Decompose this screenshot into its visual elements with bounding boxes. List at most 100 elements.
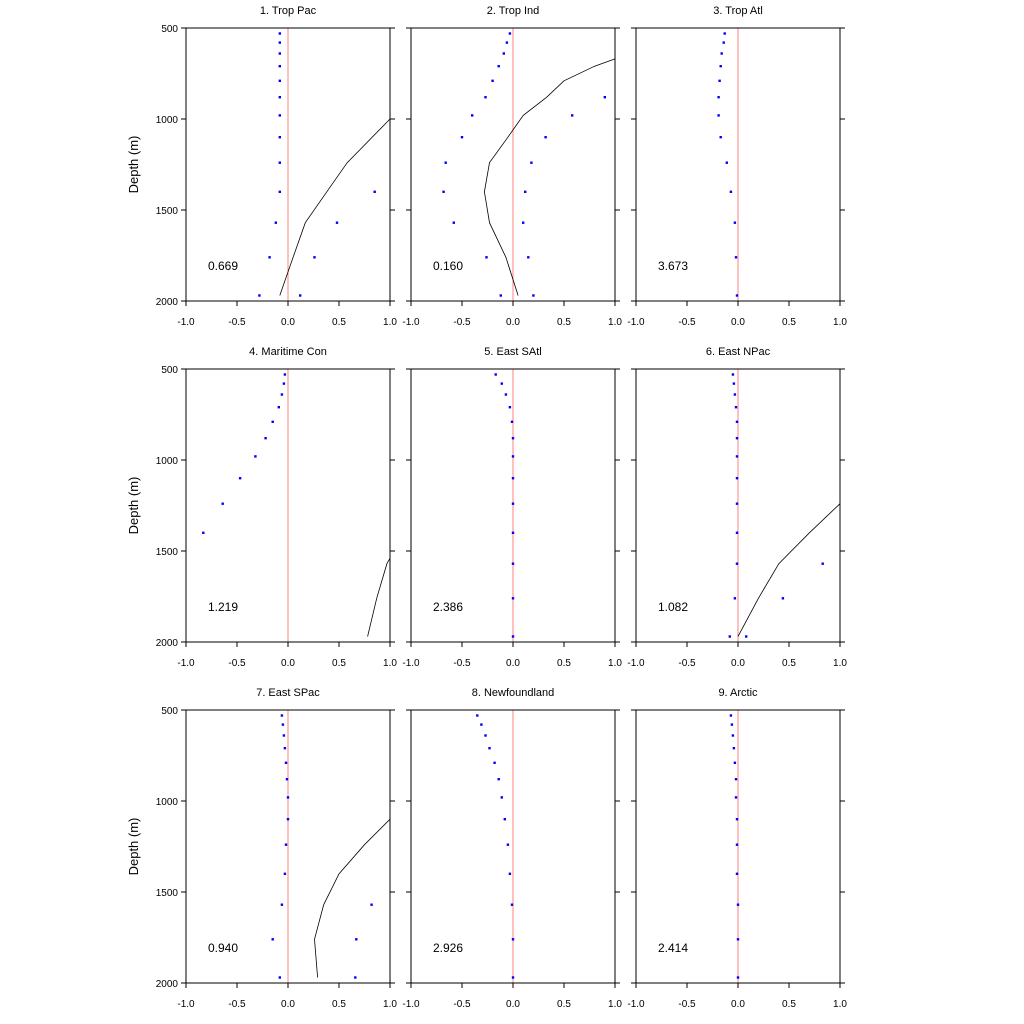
- y-axis-label: Depth (m): [126, 818, 141, 876]
- data-point: [354, 976, 357, 979]
- data-point: [781, 597, 785, 600]
- data-point: [733, 221, 737, 224]
- x-tick-label: 0.5: [332, 999, 346, 1010]
- x-tick-label: 0.5: [557, 658, 571, 669]
- data-point: [725, 161, 728, 164]
- data-point: [603, 96, 606, 99]
- x-tick-label: 0.5: [782, 658, 796, 669]
- panel-2: 2. Trop Ind -1.0 -0.5 0.0 0.5 1.0 0.160: [402, 5, 622, 328]
- data-point: [488, 747, 491, 750]
- data-point: [284, 843, 288, 846]
- y-tick-label: 2000: [156, 297, 179, 308]
- x-tick-label: -1.0: [627, 658, 645, 669]
- data-point: [511, 976, 515, 979]
- data-point: [268, 256, 271, 259]
- data-point: [527, 256, 530, 259]
- data-point: [499, 294, 502, 297]
- x-tick-label: 1.0: [383, 658, 397, 669]
- data-point: [729, 190, 733, 193]
- data-point: [444, 161, 447, 164]
- data-point: [280, 714, 284, 717]
- panel-title: 6. East NPac: [706, 346, 771, 358]
- data-point: [238, 477, 242, 480]
- data-point: [370, 903, 373, 906]
- data-point: [732, 382, 736, 385]
- data-point: [442, 190, 445, 193]
- data-point: [735, 818, 739, 821]
- data-point: [278, 79, 281, 82]
- data-point: [278, 32, 281, 35]
- data-point: [264, 437, 267, 440]
- x-tick-label: -0.5: [228, 658, 246, 669]
- x-tick-label: -1.0: [627, 317, 645, 328]
- x-tick-label: 0.5: [782, 317, 796, 328]
- data-point: [281, 723, 285, 726]
- panel-title: 2. Trop Ind: [487, 5, 540, 17]
- data-point: [274, 221, 277, 224]
- panel-title: 7. East SPac: [256, 687, 320, 699]
- x-tick-label: -1.0: [402, 658, 420, 669]
- data-point: [728, 635, 731, 638]
- data-point: [278, 41, 281, 44]
- data-point: [510, 420, 514, 423]
- data-point: [729, 714, 733, 717]
- data-point: [480, 723, 483, 726]
- data-point: [511, 635, 515, 638]
- data-point: [280, 393, 284, 396]
- y-tick-label: 2000: [156, 979, 179, 990]
- data-point: [283, 373, 287, 376]
- data-point: [544, 136, 547, 139]
- y-tick-label: 2000: [156, 638, 179, 649]
- data-point: [722, 41, 725, 44]
- data-point: [732, 747, 736, 750]
- value-label: 2.386: [433, 600, 463, 614]
- data-point: [254, 455, 257, 458]
- data-point: [504, 393, 508, 396]
- data-point: [277, 406, 280, 409]
- y-axis-label: Depth (m): [126, 477, 141, 535]
- y-tick-label: 500: [161, 706, 178, 717]
- data-point: [733, 597, 737, 600]
- panel-6: 6. East NPac -1.0 -0.5 0.0 0.5 1.0 1.082: [627, 346, 847, 669]
- y-tick-label: 1500: [156, 888, 179, 899]
- panel-title: 5. East SAtl: [484, 346, 541, 358]
- data-point: [522, 221, 525, 224]
- data-point: [736, 903, 740, 906]
- data-point: [524, 190, 527, 193]
- data-point: [506, 843, 510, 846]
- x-tick-label: -0.5: [228, 317, 246, 328]
- y-tick-label: 500: [161, 24, 178, 35]
- profile-curve: [367, 558, 391, 637]
- y-tick-label: 500: [161, 365, 178, 376]
- data-point: [278, 114, 281, 117]
- panel-title: 1. Trop Pac: [260, 5, 317, 17]
- data-point: [717, 96, 720, 99]
- x-tick-label: -0.5: [453, 317, 471, 328]
- data-point: [282, 734, 286, 737]
- x-tick-label: 1.0: [608, 658, 622, 669]
- data-point: [278, 190, 281, 193]
- data-point: [271, 938, 274, 941]
- data-point: [283, 872, 287, 875]
- data-point: [508, 872, 512, 875]
- data-point: [284, 761, 288, 764]
- data-point: [734, 256, 738, 259]
- x-tick-label: -0.5: [678, 658, 696, 669]
- data-point: [282, 382, 286, 385]
- data-point: [355, 938, 358, 941]
- data-point: [735, 531, 739, 534]
- data-point: [494, 373, 497, 376]
- value-label: 3.673: [658, 259, 688, 273]
- x-tick-label: -1.0: [177, 317, 195, 328]
- data-point: [511, 437, 515, 440]
- data-point: [280, 903, 284, 906]
- x-tick-label: 0.0: [281, 999, 295, 1010]
- data-point: [736, 976, 740, 979]
- data-point: [258, 294, 261, 297]
- data-point: [734, 796, 738, 799]
- data-point: [511, 562, 515, 565]
- x-tick-label: 0.5: [557, 999, 571, 1010]
- panel-4: 4. Maritime Con -1.0 -0.5 0.0 0.5 1.0 500 1000 1…: [126, 346, 397, 669]
- value-label: 1.082: [658, 600, 688, 614]
